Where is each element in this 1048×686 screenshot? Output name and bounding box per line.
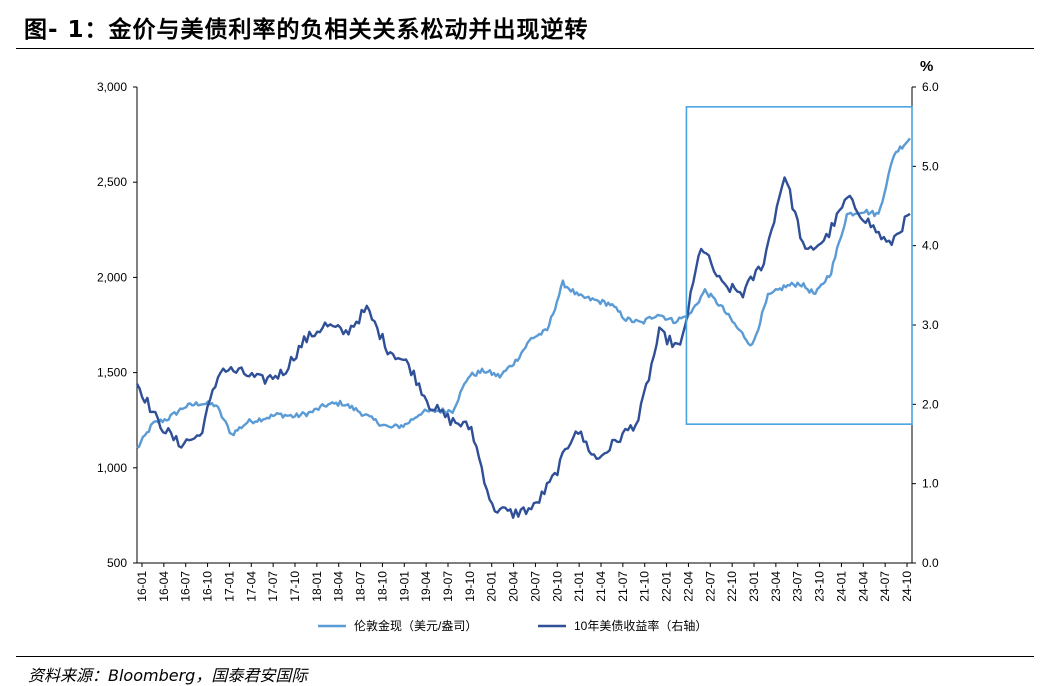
source-note: 资料来源：Bloomberg，国泰君安国际 <box>28 666 308 685</box>
x-tick-label: 17-04 <box>244 571 258 602</box>
left-tick-label: 500 <box>107 556 127 570</box>
right-tick-label: 6.0 <box>922 80 939 94</box>
x-tick-label: 20-10 <box>550 571 564 602</box>
right-tick-label: 5.0 <box>922 159 939 173</box>
axes <box>136 87 913 564</box>
x-tick-label: 21-10 <box>638 571 652 602</box>
left-tick-label: 2,500 <box>97 175 127 189</box>
legend-label: 伦敦金现（美元/盎司） <box>354 618 477 633</box>
x-tick-label: 24-01 <box>834 571 848 602</box>
figure-title: 图- 1：金价与美债利率的负相关关系松动并出现逆转 <box>24 17 589 43</box>
legend-label: 10年美债收益率（右轴） <box>574 618 707 633</box>
chart: 500 1,000 1,500 2,000 2,500 3,000 0.0 1.0 2.0 3.0… <box>97 58 939 633</box>
x-tick-label: 16-01 <box>135 571 149 602</box>
right-tick-label: 2.0 <box>922 397 939 411</box>
x-tick-label: 22-10 <box>725 571 739 602</box>
x-tick-label: 23-10 <box>813 571 827 602</box>
x-tick-label: 20-04 <box>507 571 521 602</box>
right-axis-unit: % <box>920 58 933 75</box>
left-tick-label: 2,000 <box>97 270 127 284</box>
x-tick-label: 23-07 <box>791 571 805 602</box>
left-tick-label: 3,000 <box>97 80 127 94</box>
ticks: 500 1,000 1,500 2,000 2,500 3,000 0.0 1.0 2.0 3.0… <box>97 58 939 602</box>
x-tick-label: 16-10 <box>201 571 215 602</box>
footer-divider <box>16 656 1034 657</box>
right-tick-label: 4.0 <box>922 239 939 253</box>
x-tick-label: 18-04 <box>332 571 346 602</box>
legend: 伦敦金现（美元/盎司） 10年美债收益率（右轴） <box>318 618 707 633</box>
x-tick-label: 19-01 <box>397 571 411 602</box>
x-tick-label: 21-07 <box>616 571 630 602</box>
x-tick-label: 18-07 <box>354 571 368 602</box>
left-tick-label: 1,000 <box>97 461 127 475</box>
annotation-layer <box>685 106 913 425</box>
right-tick-label: 3.0 <box>922 318 939 332</box>
x-tick-label: 17-10 <box>288 571 302 602</box>
highlight-box <box>685 106 913 425</box>
x-tick-label: 23-04 <box>769 571 783 602</box>
x-tick-label: 24-07 <box>878 571 892 602</box>
left-tick-label: 1,500 <box>97 366 127 380</box>
x-tick-label: 17-01 <box>222 571 236 602</box>
x-tick-label: 17-07 <box>266 571 280 602</box>
x-tick-label: 22-04 <box>681 571 695 602</box>
x-tick-label: 18-01 <box>310 571 324 602</box>
x-tick-label: 23-01 <box>747 571 761 602</box>
x-tick-label: 21-01 <box>572 571 586 602</box>
right-tick-label: 1.0 <box>922 477 939 491</box>
right-tick-label: 0.0 <box>922 556 939 570</box>
header: 图- 1：金价与美债利率的负相关关系松动并出现逆转 <box>0 0 1048 48</box>
series-layer <box>135 137 911 519</box>
x-tick-label: 18-10 <box>375 571 389 602</box>
x-tick-label: 19-04 <box>419 571 433 602</box>
x-tick-label: 20-01 <box>485 571 499 602</box>
x-tick-label: 22-01 <box>660 571 674 602</box>
x-tick-label: 22-07 <box>703 571 717 602</box>
x-tick-label: 19-10 <box>463 571 477 602</box>
x-tick-label: 21-04 <box>594 571 608 602</box>
x-tick-label: 24-10 <box>900 571 914 602</box>
x-tick-label: 16-04 <box>157 571 171 602</box>
gold-price-line <box>136 137 911 449</box>
title-divider <box>16 48 1034 49</box>
x-tick-label: 19-07 <box>441 571 455 602</box>
x-tick-label: 20-07 <box>528 571 542 602</box>
x-tick-label: 24-04 <box>856 571 870 602</box>
x-tick-label: 16-07 <box>179 571 193 602</box>
treasury-yield-line <box>135 176 911 519</box>
